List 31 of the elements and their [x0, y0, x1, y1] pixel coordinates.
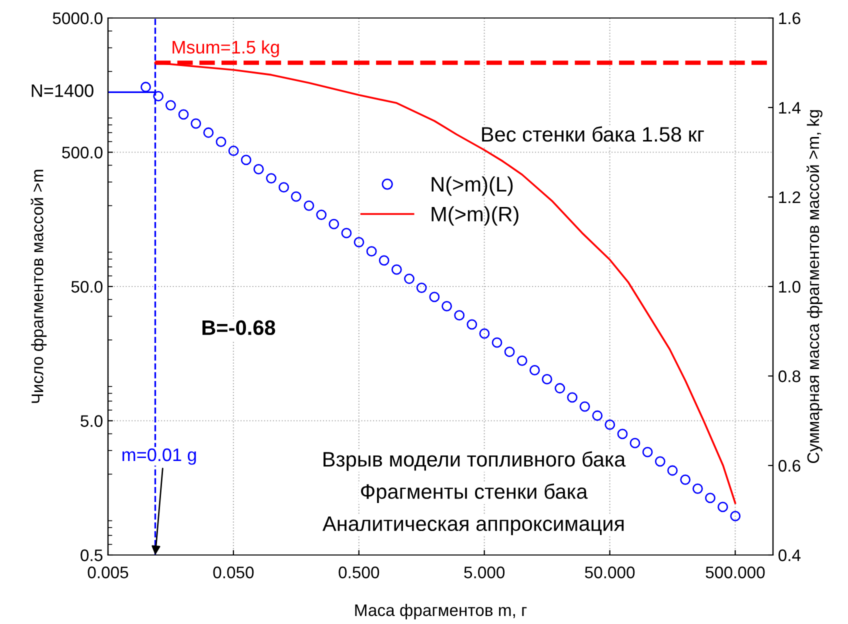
annotation: Взрыв модели топливного бака: [324, 451, 626, 471]
annotation: Фрагменты стенки бака: [361, 483, 588, 504]
y2-axis-title: Суммарная масса фрагментов массой >m, kg: [806, 110, 822, 464]
y2-tick-label: 1.0: [779, 280, 800, 293]
x-tick-label: 5.000: [464, 566, 505, 578]
y-tick-label: 500.0: [62, 146, 102, 158]
x-axis-title: Маса фрагментов m, г: [355, 604, 527, 620]
x-tick-label: 0.500: [338, 566, 380, 578]
ref-line-label: Msum=1.5 kg: [172, 40, 279, 58]
y2-tick-label: 1.6: [779, 12, 800, 24]
y-axis-title: Число фрагментов массой >m: [30, 170, 47, 403]
y2-tick-label: 0.4: [778, 549, 801, 562]
y-tick-label: 50.0: [71, 280, 102, 293]
legend-label: M(>m)(R): [432, 206, 518, 226]
x-tick-label: 500.000: [706, 566, 765, 578]
y-tick-label: 5000.0: [52, 12, 102, 24]
y-tick-label: 5.0: [80, 415, 102, 427]
ref-line-label: N=1400: [32, 84, 94, 98]
legend-label: N(>m)(L): [432, 176, 513, 196]
annotation: B=-0.68: [202, 320, 276, 336]
x-tick-label: 50.000: [584, 566, 635, 578]
ref-line-label: m=0.01 g: [122, 448, 196, 465]
x-tick-label: 0.005: [88, 566, 128, 578]
x-tick-label: 0.050: [213, 566, 254, 578]
y-tick-label: 0.5: [80, 549, 102, 562]
annotation: Вес стенки бака 1.58 кг: [482, 126, 704, 142]
y2-tick-label: 1.4: [779, 102, 801, 114]
y2-tick-label: 0.8: [778, 370, 800, 382]
y2-tick-label: 0.6: [778, 460, 800, 472]
annotation: Аналитическая аппроксимация: [322, 516, 624, 536]
y2-tick-label: 1.2: [779, 191, 800, 204]
